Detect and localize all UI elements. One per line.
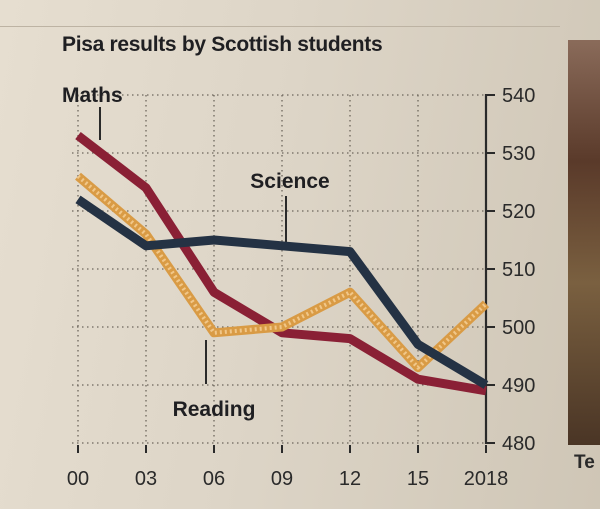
- adjacent-article-text: Te: [574, 452, 595, 473]
- y-tick-label-520: 520: [502, 201, 535, 223]
- y-tick-label-530: 530: [502, 143, 535, 165]
- y-axis: 480 490 500 510 520 530 540: [484, 85, 535, 455]
- series-lines: [75, 132, 490, 396]
- series-label-science: Science: [250, 170, 329, 193]
- x-tick-label-06: 06: [203, 468, 225, 490]
- series-labels: Maths Reading Science: [62, 84, 330, 421]
- series-line-maths: [75, 132, 487, 396]
- y-tick-label-480: 480: [502, 433, 535, 455]
- gridlines: [72, 94, 486, 444]
- x-tick-label-00: 00: [67, 468, 89, 490]
- y-tick-label-490: 490: [502, 375, 535, 397]
- chart-title: Pisa results by Scottish students: [62, 33, 383, 56]
- label-leaders: [99, 107, 287, 384]
- series-line-reading: [75, 172, 490, 373]
- series-line-science: [75, 195, 489, 389]
- y-tick-label-540: 540: [502, 85, 535, 107]
- x-tick-label-09: 09: [271, 468, 293, 490]
- column-rule: [0, 26, 560, 27]
- series-label-maths: Maths: [62, 84, 123, 107]
- x-axis: 00 03 06 09 12 15 2018: [67, 445, 508, 490]
- x-tick-label-2018: 2018: [464, 468, 509, 490]
- series-line-reading-texture: [76, 174, 488, 370]
- x-tick-label-03: 03: [135, 468, 157, 490]
- y-tick-label-500: 500: [502, 317, 535, 339]
- series-label-reading: Reading: [173, 398, 256, 421]
- x-tick-label-15: 15: [407, 468, 429, 490]
- adjacent-photo: [568, 40, 600, 445]
- y-tick-label-510: 510: [502, 259, 535, 281]
- x-tick-label-12: 12: [339, 468, 361, 490]
